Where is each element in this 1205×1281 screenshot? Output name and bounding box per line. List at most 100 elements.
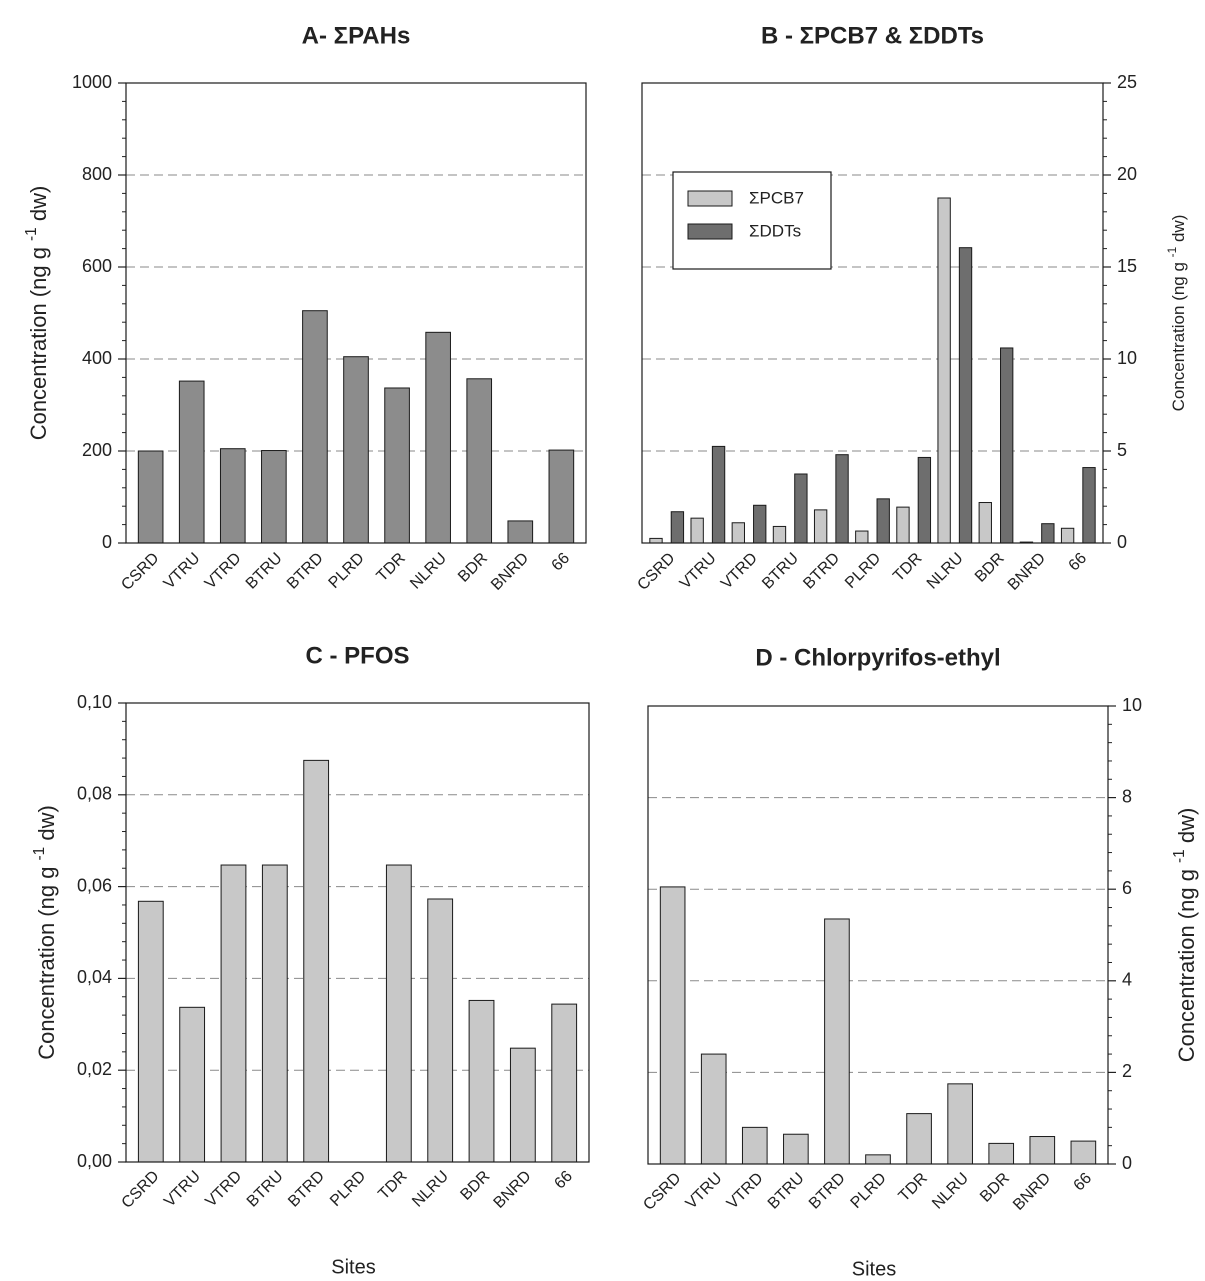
panel-a-category-label-bnrd: BNRD [488, 550, 532, 594]
panel-c: C - PFOS 0,00 0,02 0,04 0,06 0,08 0,10 CSRDVTRU… [31, 642, 590, 1278]
panel-a-bar-66 [548, 449, 575, 544]
panel-b-legend: ΣPCB7 ΣDDTs [672, 171, 832, 270]
panel-c-category-label-btrd: BTRD [285, 1168, 328, 1211]
panel-a: A- ΣPAHs02004006008001000CSRDVTRUVTRDBTR… [23, 22, 587, 594]
panel-c-ytick-label: 0,08 [77, 784, 112, 804]
panel-b-category-label-btrd: BTRD [800, 550, 843, 593]
panel-c-ytick-label: 0,02 [77, 1059, 112, 1079]
panel-c-plot-frame [125, 702, 590, 1163]
panel-b-bar-vtru-ddts [711, 445, 726, 544]
panel-c-category-label-66: 66 [551, 1168, 576, 1193]
panel-d-y-axis-label: Concentration (ng g -1 dw) [1171, 808, 1199, 1063]
panel-b-bar-bdr-pcb7 [978, 502, 992, 544]
panel-a-ytick-label: 400 [82, 348, 112, 368]
panel-a-bar-bnrd [507, 520, 534, 544]
panel-c-ytick-label: 0,06 [77, 875, 112, 895]
panel-a-bar-csrd [137, 450, 164, 544]
panel-d-bar-66 [1070, 1140, 1097, 1165]
panel-d-bar-btru [783, 1133, 809, 1165]
panel-c-y-axis-label: Concentration (ng g -1 dw) [31, 805, 59, 1060]
panel-c-ytick-label: 0,04 [77, 967, 112, 987]
panel-c-title: C - PFOS [305, 642, 409, 669]
panel-a-y-axis-label: Concentration (ng g -1 dw) [23, 186, 51, 441]
panel-b-bar-plrd-ddts [876, 498, 890, 544]
panel-b-bar-csrd-pcb7 [649, 537, 663, 544]
panel-b-ytick-label: 10 [1117, 348, 1137, 368]
panel-d-category-label-csrd: CSRD [640, 1170, 684, 1214]
panel-a-bar-btrd [302, 310, 328, 544]
panel-b-ytick-label: 5 [1117, 440, 1127, 460]
panel-b-category-label-nlru: NLRU [924, 550, 967, 593]
panel-b-legend-swatch-ddts [687, 223, 733, 240]
panel-d-bar-vtrd [741, 1126, 768, 1165]
panel-a-bar-bdr [466, 378, 493, 544]
panel-b-title: B - ΣPCB7 & ΣDDTs [761, 22, 984, 49]
panel-b-y-axis-label: Concentration (ng g -1 dw) [1165, 215, 1188, 412]
panel-d-ytick-label: 4 [1122, 970, 1132, 990]
panel-a-bar-plrd [343, 356, 369, 544]
panel-a-bar-btru [261, 450, 287, 544]
panel-c-bar-vtru [179, 1006, 206, 1163]
panel-b-category-label-csrd: CSRD [634, 550, 678, 594]
panel-a-category-label-vtrd: VTRD [202, 550, 245, 593]
panel-d-category-label-bdr: BDR [977, 1170, 1013, 1206]
panel-b-bar-csrd-ddts [670, 511, 685, 544]
panel-d-x-axis-label: Sites [852, 1258, 896, 1280]
panel-a-category-label-nlru: NLRU [407, 550, 450, 593]
panel-b-bar-vtru-pcb7 [690, 517, 704, 544]
panel-c-x-axis-label: Sites [331, 1256, 375, 1278]
panel-b-bar-66-pcb7 [1060, 527, 1075, 544]
panel-b-ytick-label: 20 [1117, 164, 1137, 184]
panel-b-category-label-bdr: BDR [972, 550, 1008, 586]
panel-c-category-label-btru: BTRU [244, 1168, 287, 1211]
panel-a-bar-vtru [178, 380, 205, 544]
panel-c-bar-tdr [385, 864, 412, 1163]
panel-a-bar-vtrd [219, 448, 246, 544]
panel-d-ytick-label: 2 [1122, 1061, 1132, 1081]
panel-d-ytick-label: 8 [1122, 786, 1132, 806]
panel-b-legend-swatch-pcb7 [687, 190, 733, 207]
panel-a-plot-frame [125, 82, 587, 544]
panel-b-bar-plrd-pcb7 [855, 530, 869, 544]
panel-d-category-label-vtrd: VTRD [724, 1170, 767, 1213]
panel-c-ytick-label: 0,00 [77, 1151, 112, 1171]
panel-b-category-label-tdr: TDR [890, 550, 925, 585]
panel-d-category-label-tdr: TDR [896, 1170, 931, 1205]
panel-b-bar-btrd-ddts [835, 454, 849, 544]
panel-c-bar-csrd [137, 900, 164, 1163]
panel-b-bar-nlru-ddts [958, 247, 973, 544]
panel-b: B - ΣPCB7 & ΣDDTs0510152025CSRDVTRUVTRDB… [634, 22, 1188, 594]
panel-a-category-label-bdr: BDR [455, 550, 491, 586]
panel-b-bar-vtrd-ddts [753, 504, 767, 544]
panel-a-ytick-label: 1000 [72, 72, 112, 92]
panel-b-category-label-btru: BTRU [759, 550, 802, 593]
panel-c-category-label-tdr: TDR [375, 1168, 410, 1203]
panel-d-ytick-label: 10 [1122, 695, 1142, 715]
panel-b-bar-66-ddts [1082, 467, 1096, 544]
panel-b-bar-vtrd-pcb7 [731, 522, 745, 544]
panel-c-category-label-bnrd: BNRD [491, 1168, 535, 1212]
panel-d-category-label-vtru: VTRU [683, 1170, 726, 1213]
panel-d-bar-nlru [947, 1083, 973, 1165]
panel-c-ytick-label: 0,10 [77, 692, 112, 712]
panel-b-plot-frame [641, 82, 1104, 544]
panel-a-ytick-label: 200 [82, 440, 112, 460]
panel-c-category-label-vtrd: VTRD [202, 1168, 245, 1211]
panel-b-category-label-66: 66 [1066, 550, 1091, 575]
panel-d-category-label-btru: BTRU [765, 1170, 808, 1213]
panel-b-category-label-bnrd: BNRD [1005, 550, 1049, 594]
panel-a-bar-tdr [384, 387, 410, 544]
panel-d-category-label-plrd: PLRD [848, 1170, 890, 1212]
panel-d-bar-bnrd [1029, 1136, 1056, 1165]
panel-a-ytick-label: 600 [82, 256, 112, 276]
panel-d-plot-frame [647, 705, 1109, 1165]
panel-d-bar-bdr [988, 1142, 1015, 1165]
panel-b-bar-bdr-ddts [1000, 347, 1014, 544]
panel-a-ytick-label: 800 [82, 164, 112, 184]
panel-a-category-label-vtru: VTRU [161, 550, 204, 593]
panel-d-category-label-nlru: NLRU [929, 1170, 972, 1213]
panel-a-category-label-btrd: BTRD [284, 550, 327, 593]
panel-c-bar-66 [551, 1003, 578, 1163]
panel-b-bar-btru-pcb7 [772, 525, 787, 544]
panel-c-bar-btru [261, 864, 288, 1163]
